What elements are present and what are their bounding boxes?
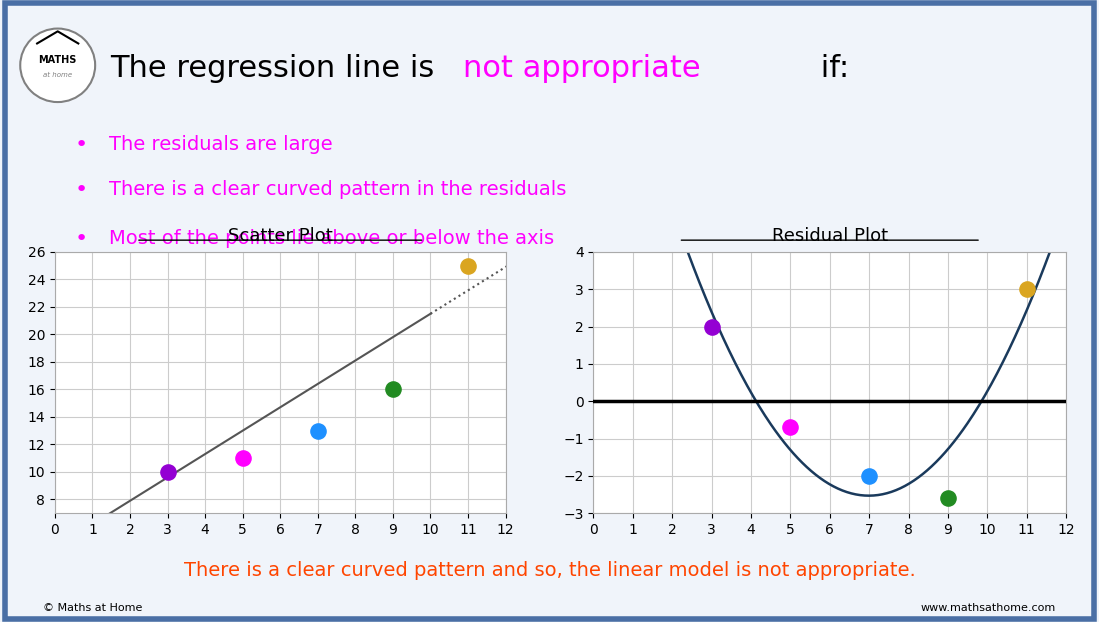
Point [459, 261, 477, 271]
Text: at home: at home [43, 72, 73, 78]
Point [781, 422, 799, 432]
Text: The residuals are large: The residuals are large [110, 136, 333, 154]
Text: MATHS: MATHS [38, 55, 77, 65]
Text: The regression line is: The regression line is [110, 54, 444, 83]
Point [861, 471, 878, 481]
Point [1018, 284, 1035, 294]
Text: •: • [75, 229, 88, 249]
Point [234, 453, 252, 463]
Text: There is a clear curved pattern and so, the linear model is not appropriate.: There is a clear curved pattern and so, … [184, 562, 915, 580]
Text: There is a clear curved pattern in the residuals: There is a clear curved pattern in the r… [110, 180, 567, 199]
Text: Most of the points lie above or below the axis: Most of the points lie above or below th… [110, 230, 555, 248]
Text: © Maths at Home: © Maths at Home [43, 603, 143, 613]
Title: Scatter Plot: Scatter Plot [227, 227, 333, 245]
Ellipse shape [20, 29, 96, 102]
Text: if:: if: [811, 54, 850, 83]
Text: •: • [75, 180, 88, 200]
Point [703, 322, 721, 332]
Point [158, 467, 176, 477]
Point [309, 425, 326, 435]
Text: www.mathsathome.com: www.mathsathome.com [921, 603, 1056, 613]
Title: Residual Plot: Residual Plot [771, 227, 888, 245]
Point [939, 493, 956, 503]
Text: •: • [75, 135, 88, 155]
Point [385, 384, 402, 394]
Text: not appropriate: not appropriate [463, 54, 700, 83]
